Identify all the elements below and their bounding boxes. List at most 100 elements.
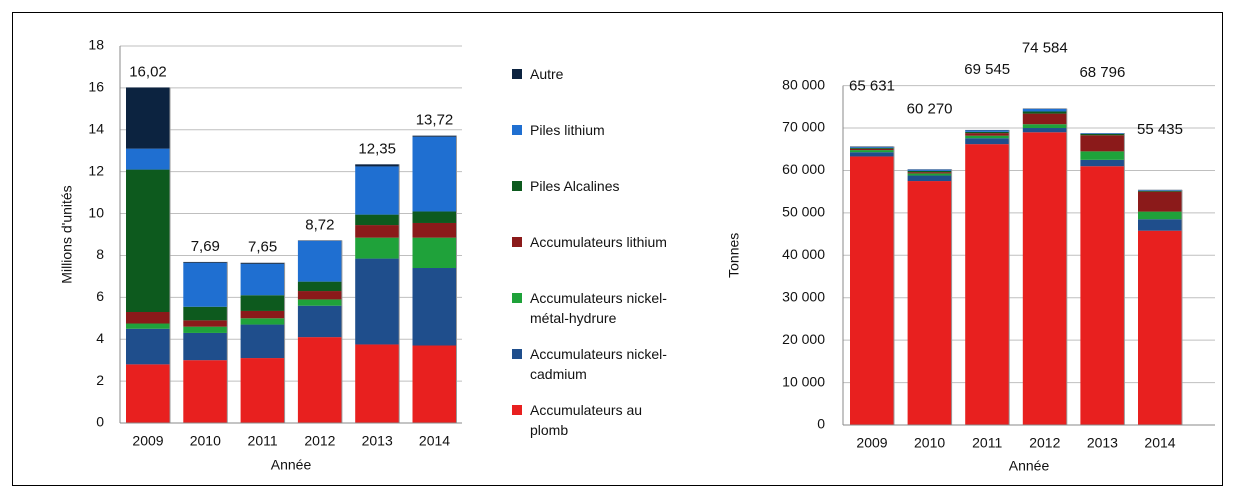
bar-segment [412,237,457,269]
y-tick-label: 8 [96,246,104,262]
bar-segment [183,360,228,423]
bar-segment [240,358,285,423]
bar-segment [412,345,457,423]
total-label: 69 545 [964,61,1010,78]
bar-segment [412,135,457,137]
bar-segment [126,148,170,170]
bar-segment [297,305,342,338]
bar-segment [1022,124,1067,129]
bar-segment [126,169,170,312]
total-label: 7,65 [248,239,277,256]
bar-segment [850,152,894,157]
x-tick-label: 2012 [1029,435,1060,451]
bar-segment [240,295,285,311]
total-label: 68 796 [1079,64,1125,81]
bar-segment [126,328,170,365]
x-tick-label: 2011 [972,435,1002,451]
y-tick-label: 2 [96,372,104,388]
bar-segment [240,262,285,264]
bar-segment [907,175,952,182]
bar-segment [297,299,342,306]
y-tick-label: 16 [88,79,104,95]
bar-segment [850,147,894,148]
bar-segment [297,240,342,282]
y-tick-label: 70 000 [782,119,825,135]
bar-segment [1080,166,1125,425]
bar-segment [183,261,228,263]
legend-label: Autre [530,66,564,82]
bar-segment [1138,219,1182,231]
bar-segment [412,211,457,223]
total-label: 12,35 [358,140,396,157]
legend-label: Accumulateurs au plomb [530,402,643,438]
legend-swatch [512,349,522,359]
x-tick-label: 2011 [248,433,278,449]
bar-segment [907,169,952,171]
legend-swatch [512,181,522,191]
bar-segment [412,268,457,346]
bar-segment [1138,211,1182,220]
frame [12,12,1223,486]
legend-swatch [512,125,522,135]
y-tick-label: 50 000 [782,204,825,220]
bar-segment [850,148,894,151]
y-axis-title: Millions d'unités [59,185,75,283]
x-axis-title: Année [1009,458,1050,474]
bar-segment [355,258,400,345]
bar-segment [355,164,400,167]
bar-segment [412,136,457,212]
y-tick-label: 0 [817,416,825,432]
bar-segment [126,323,170,329]
legend-swatch [512,237,522,247]
total-label: 7,69 [191,238,220,255]
bar-segment [183,320,228,327]
bar-segment [240,310,285,319]
bar-segment [907,172,952,174]
bar-segment [1080,151,1125,160]
bar-segment [355,344,400,423]
bar-segment [1022,128,1067,133]
bar-segment [240,324,285,359]
total-label: 60 270 [907,100,953,117]
bar-segment [1022,132,1067,425]
x-tick-label: 2009 [132,433,163,449]
bar-segment [907,181,952,425]
y-tick-label: 80 000 [782,76,825,92]
bar-segment [965,144,1010,426]
x-tick-label: 2010 [914,435,945,451]
x-tick-label: 2013 [1087,435,1118,451]
y-axis-title: Tonnes [726,233,742,278]
legend-label: Accumulateurs nickel-cadmium [530,346,667,382]
bar-segment [965,131,1010,134]
bar-segment [907,170,952,173]
bar-segment [297,337,342,423]
x-tick-label: 2014 [419,433,450,449]
total-label: 74 584 [1022,40,1068,57]
x-axis-title: Année [271,457,312,473]
x-tick-label: 2013 [362,433,393,449]
bar-segment [297,281,342,292]
bar-segment [355,225,400,238]
legend-swatch [512,405,522,415]
bar-segment [183,332,228,361]
bar-segment [126,311,170,324]
bar-segment [850,146,894,148]
x-tick-label: 2009 [856,435,887,451]
bar-segment [183,262,228,307]
bar-segment [1022,108,1067,112]
bar-segment [126,87,170,149]
bar-segment [1022,111,1067,114]
bar-segment [1138,191,1182,212]
bar-segment [1138,230,1182,425]
total-label: 65 631 [849,78,895,95]
y-tick-label: 20 000 [782,331,825,347]
legend-label: Piles lithium [530,122,605,138]
bar-segment [183,306,228,321]
bar-segment [1080,135,1125,152]
bar-segment [240,263,285,296]
legend-swatch [512,69,522,79]
bar-segment [1138,190,1182,192]
y-tick-label: 0 [96,414,104,430]
y-tick-label: 12 [88,162,104,178]
